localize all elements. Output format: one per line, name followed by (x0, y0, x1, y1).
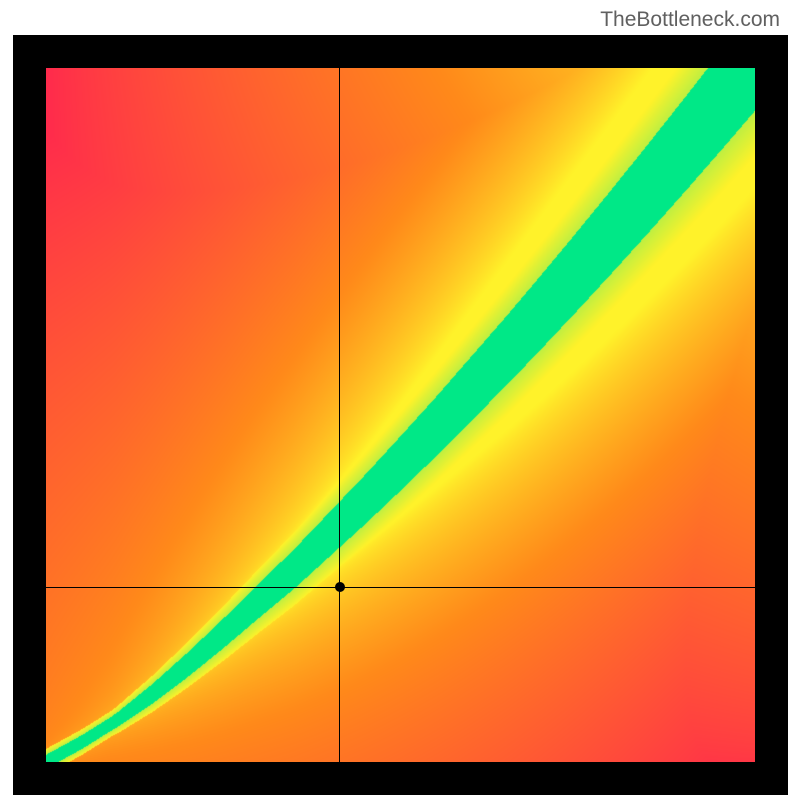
plot-outer-frame (13, 35, 788, 795)
crosshair-vertical (339, 68, 340, 762)
chart-container: TheBottleneck.com (0, 0, 800, 800)
watermark-text: TheBottleneck.com (600, 8, 780, 32)
crosshair-marker-dot (335, 582, 345, 592)
crosshair-horizontal (46, 587, 755, 588)
heatmap-canvas (46, 68, 755, 762)
